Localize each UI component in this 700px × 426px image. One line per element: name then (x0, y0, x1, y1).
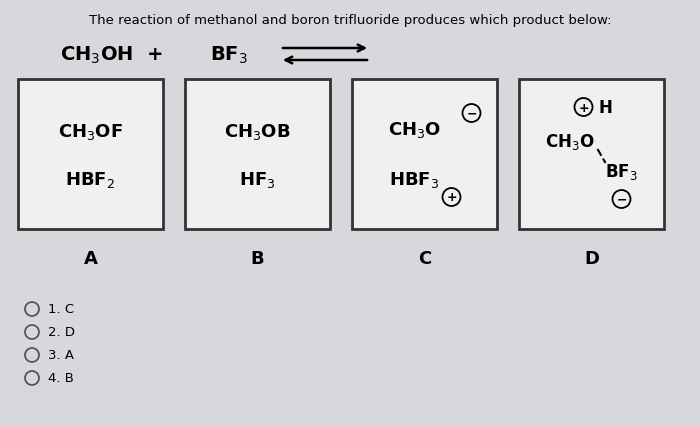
Text: 3. A: 3. A (48, 349, 74, 362)
Text: CH$_3$OF: CH$_3$OF (58, 122, 123, 142)
Text: CH$_3$OB: CH$_3$OB (224, 122, 290, 142)
Text: BF$_3$: BF$_3$ (606, 161, 638, 181)
Text: D: D (584, 249, 599, 268)
Bar (519, 80, 664, 230)
Bar (185, 80, 330, 230)
Text: A: A (83, 249, 97, 268)
Text: CH$_3$OH: CH$_3$OH (60, 44, 133, 66)
Text: HBF$_3$: HBF$_3$ (389, 170, 440, 190)
Bar (18, 80, 163, 230)
Text: The reaction of methanol and boron trifluoride produces which product below:: The reaction of methanol and boron trifl… (89, 14, 611, 27)
Text: −: − (466, 107, 477, 120)
Bar (352, 80, 497, 230)
Text: 1. C: 1. C (48, 303, 74, 316)
Text: H: H (598, 99, 612, 117)
Text: B: B (251, 249, 265, 268)
Text: BF$_3$: BF$_3$ (210, 44, 248, 66)
Text: HF$_3$: HF$_3$ (239, 170, 276, 190)
Text: +: + (147, 46, 163, 64)
Text: CH$_3$O: CH$_3$O (388, 120, 441, 140)
Text: HBF$_2$: HBF$_2$ (66, 170, 116, 190)
Text: +: + (446, 191, 457, 204)
Text: 4. B: 4. B (48, 371, 74, 385)
Text: +: + (578, 101, 589, 114)
Text: CH$_3$O: CH$_3$O (545, 132, 594, 152)
Text: C: C (418, 249, 431, 268)
Text: 2. D: 2. D (48, 326, 75, 339)
Text: −: − (616, 193, 626, 206)
